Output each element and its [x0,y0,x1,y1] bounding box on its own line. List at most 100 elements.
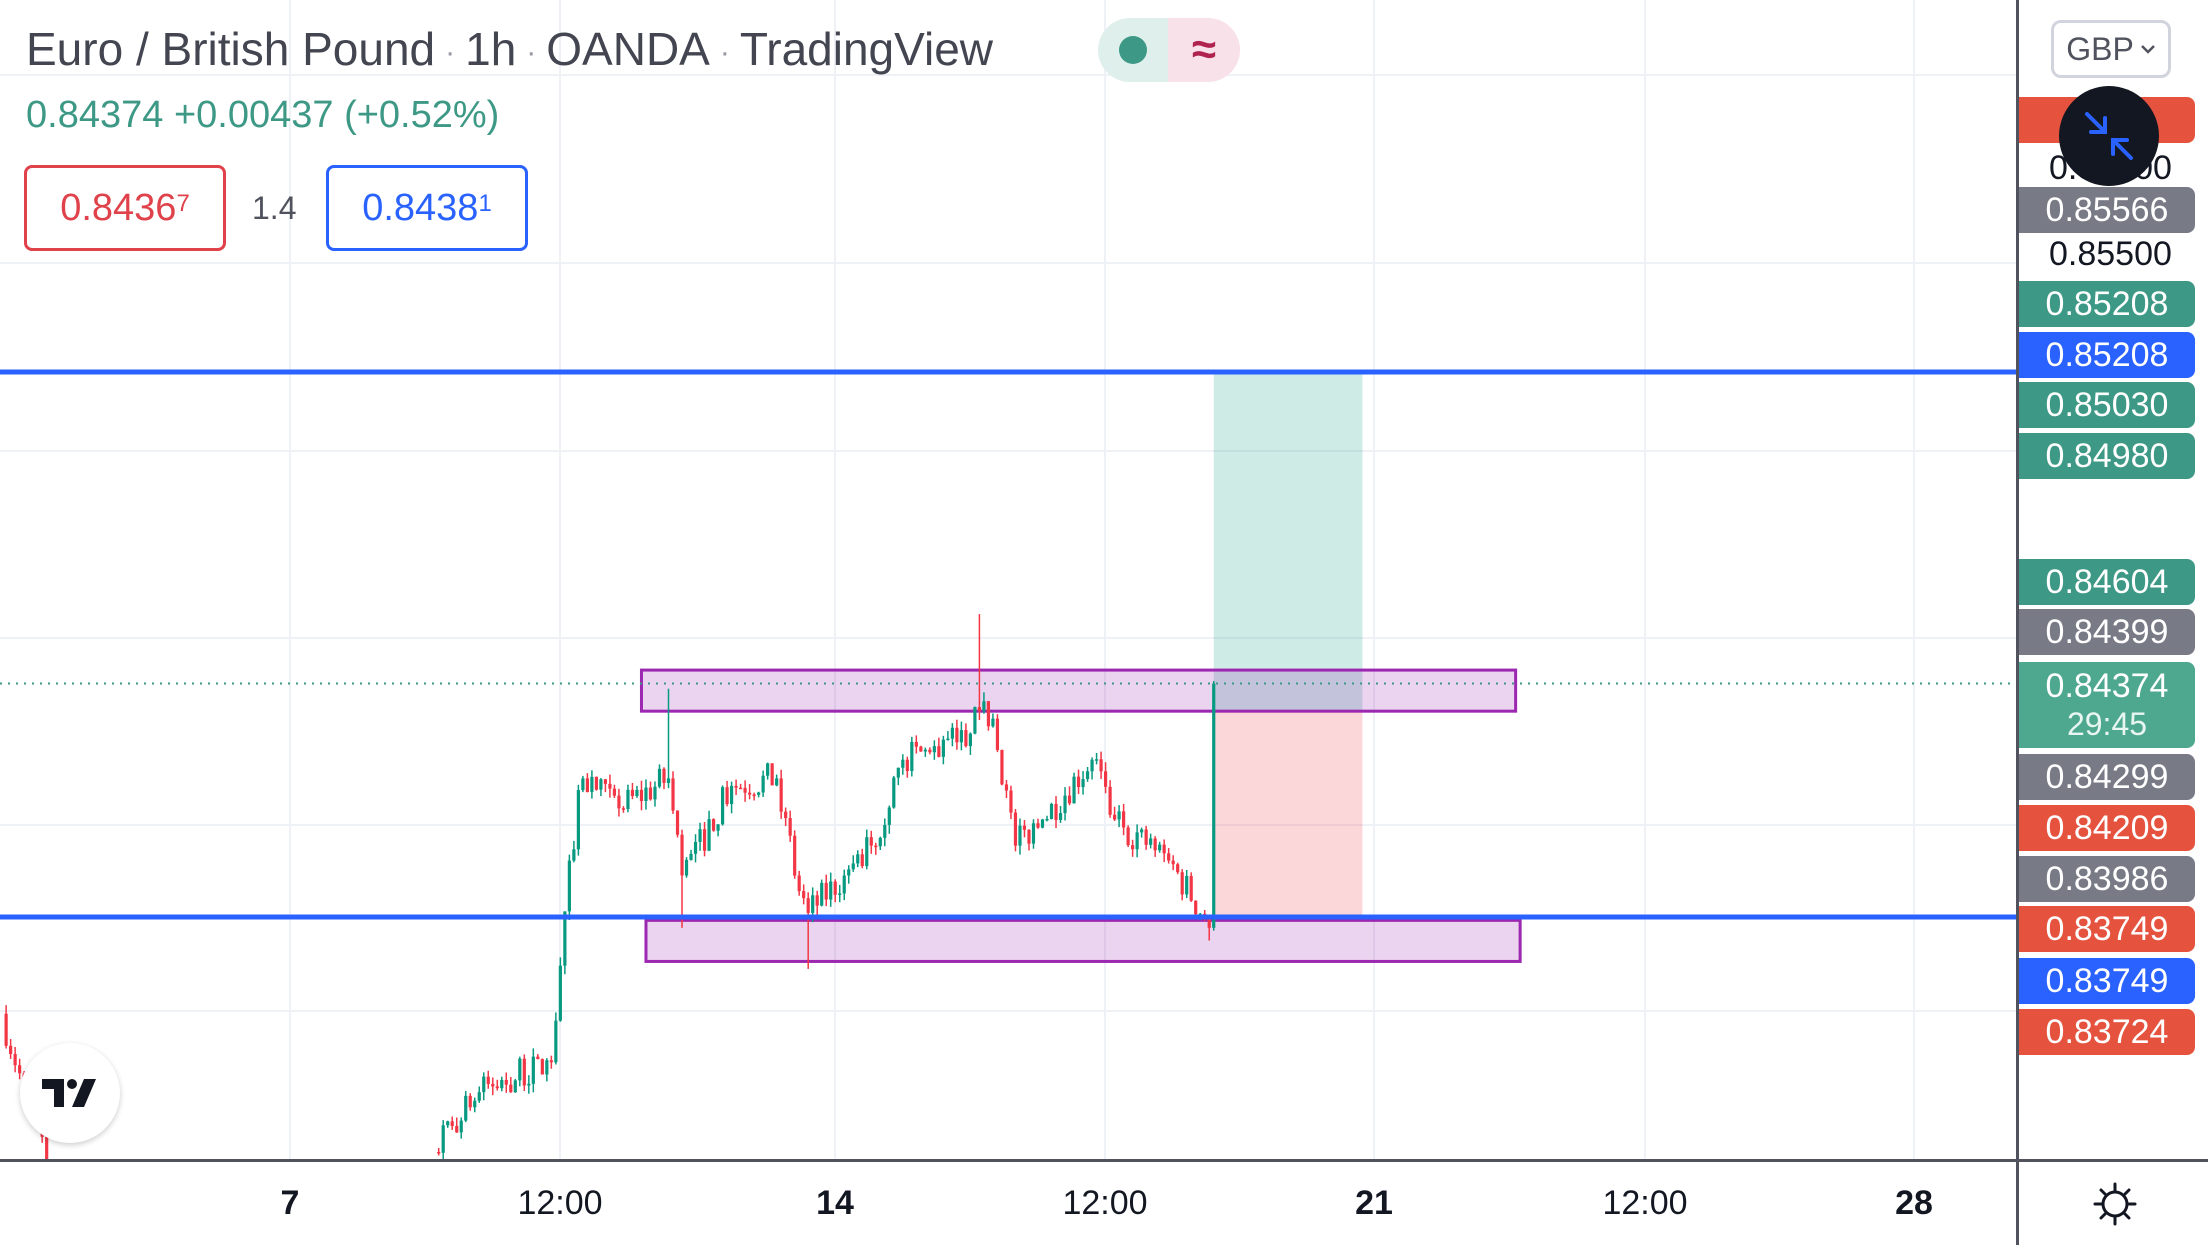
candle-body [896,767,900,778]
price-axis[interactable]: 0.85566 0.85208 0.85208 0.85030 0.84980 0.846… [2016,0,2208,1159]
time-label: 12:00 [1602,1184,1688,1222]
candle-body [1176,864,1180,873]
candle-body [986,701,991,727]
candle-body [964,730,968,747]
candle-body [887,807,891,825]
candle-body [716,824,720,831]
candle-body [743,787,747,793]
buy-price: 0.8438 [362,186,479,229]
market-status-pill[interactable]: ≈ [1098,18,1240,82]
range-rectangle[interactable] [644,918,1522,963]
candle-body [856,854,860,864]
candle-body [504,1079,508,1085]
candle-body [486,1076,490,1084]
candle-body [1099,759,1103,772]
candle-body [797,875,801,892]
tradingview-logo[interactable] [20,1043,120,1143]
range-rectangle[interactable] [639,668,1518,713]
price-change: 0.84374 +0.00437 (+0.52%) [26,94,499,137]
candle-body [437,1151,441,1154]
price-label: 0.85566 [2019,187,2195,233]
source: TradingView [739,23,994,75]
long-position-target-zone[interactable] [1213,372,1363,712]
candle-body [905,759,909,771]
candle-body [1185,876,1189,895]
price-label: 0.84399 [2019,609,2195,655]
candle-body [1122,811,1126,828]
candle-body [473,1100,477,1108]
candle-body [1054,803,1058,820]
time-axis[interactable]: 7 12:00 14 12:00 21 12:00 28 [0,1159,2016,1245]
candle-body [549,1060,553,1063]
candle-body [955,727,959,743]
currency-label: GBP [2066,30,2134,67]
candle-body [572,849,576,861]
candle-body [653,786,657,800]
candle-body [644,787,648,802]
price-chart[interactable] [0,0,2016,1159]
candle-body [567,860,571,912]
drawing-lines[interactable] [0,369,2016,920]
candle-body [770,763,774,786]
candle-body [536,1056,540,1060]
change-percent: (+0.52%) [344,94,500,136]
buy-button[interactable]: 0.8438 1 [326,165,528,251]
candle-body [1090,759,1094,772]
candle-body [820,882,824,906]
collapse-arrows-icon [2085,112,2133,160]
settings-button[interactable] [2016,1159,2208,1245]
candle-body [1063,795,1067,814]
candle-body [1171,860,1175,865]
candle-body [874,845,878,848]
time-label: 21 [1355,1184,1393,1222]
candle-body [680,834,684,876]
candle-body [1031,823,1036,844]
current-price: 0.84374 [2045,667,2169,705]
currency-button[interactable]: GBP [2051,20,2171,78]
candle-body [540,1059,544,1075]
candle-body [1000,749,1004,785]
candle-body [666,778,671,783]
symbol-title[interactable]: Euro / British Pound · 1h · OANDA · TradingVie… [26,22,993,76]
candle-body [838,893,842,896]
candle-body [793,835,797,876]
candle-body [441,1125,445,1153]
candle-body [612,788,617,796]
time-label: 28 [1895,1184,1933,1222]
candle-body [779,778,783,812]
chevron-down-icon [2140,45,2155,54]
candle-body [635,789,639,797]
candle-body [1036,823,1040,828]
candle-body [455,1126,459,1133]
candle-body [1045,818,1049,821]
candle-body [509,1084,513,1093]
candle-body [576,790,580,850]
candle-body [720,787,725,825]
candle-body [910,741,914,771]
candle-body [675,810,680,835]
candle-body [729,785,734,805]
candle-body [829,881,833,900]
time-label: 12:00 [517,1184,603,1222]
candle-body [18,1065,22,1074]
candle-body [1162,844,1166,854]
candle-body [788,818,792,836]
candle-body [554,1020,558,1063]
candle-body [671,778,675,811]
sell-button[interactable]: 0.8436 7 [24,165,226,251]
drawings[interactable] [0,372,2016,963]
collapse-button[interactable] [2059,86,2159,186]
market-open-dot-icon [1119,36,1147,64]
candle-body [946,738,950,741]
sell-pip: 7 [176,190,190,217]
long-position-stop-zone[interactable] [1213,711,1363,917]
candle-body [450,1121,454,1127]
candle-body [468,1095,472,1108]
candle-body [630,789,635,797]
candle-body [13,1053,17,1066]
candle-body [1072,776,1076,804]
exchange: OANDA [546,23,710,75]
candle-body [459,1120,463,1133]
candle-body [892,777,896,808]
candle-body [495,1086,499,1089]
